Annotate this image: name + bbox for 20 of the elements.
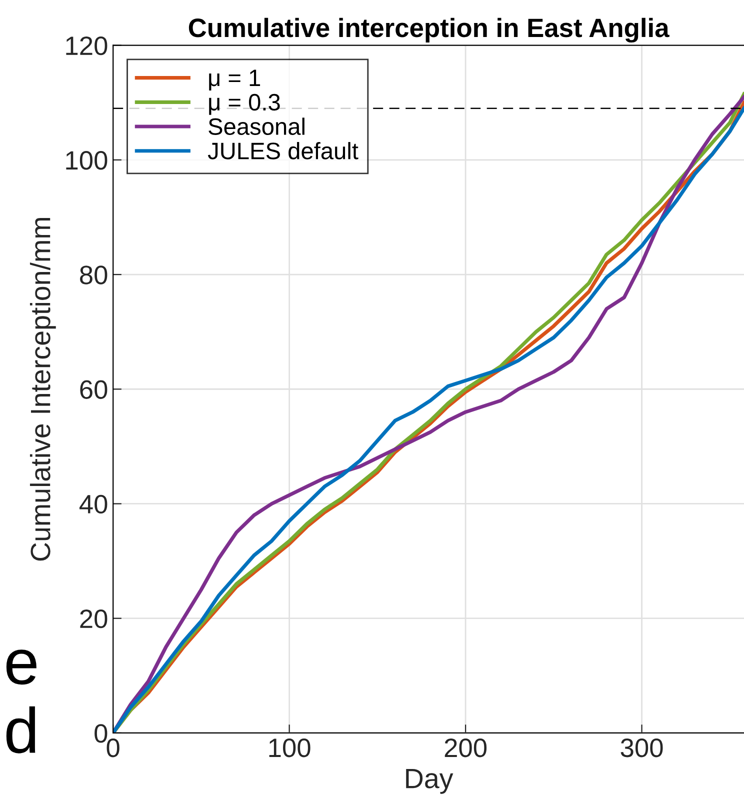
text: e xyxy=(6,650,36,685)
x-tick-label: 0 xyxy=(106,738,120,758)
legend-label: JULES default xyxy=(208,142,358,160)
x-tick-label: 200 xyxy=(444,738,487,758)
x-tick-label: 100 xyxy=(269,738,310,758)
text: d xyxy=(6,706,36,754)
x-axis-title: Day xyxy=(406,768,454,794)
legend-label: Seasonal xyxy=(208,118,304,135)
y-tick-label: 60 xyxy=(80,380,108,399)
y-tick-label: 0 xyxy=(94,724,108,743)
y-tick-label: 100 xyxy=(66,151,108,170)
y-tick-label: 120 xyxy=(66,36,108,56)
x-tick-label: 300 xyxy=(620,738,663,758)
legend-label: μ = 1 xyxy=(209,70,260,91)
y-tick-label: 40 xyxy=(79,494,108,514)
y-axis-title: Cumulative Interception/mm xyxy=(30,218,56,561)
y-tick-label: 80 xyxy=(80,266,108,284)
y-tick-label: 20 xyxy=(80,609,108,628)
legend-label: μ = 0.3 xyxy=(209,94,280,115)
chart-title: Cumulative interception in East Anglia xyxy=(188,18,670,43)
